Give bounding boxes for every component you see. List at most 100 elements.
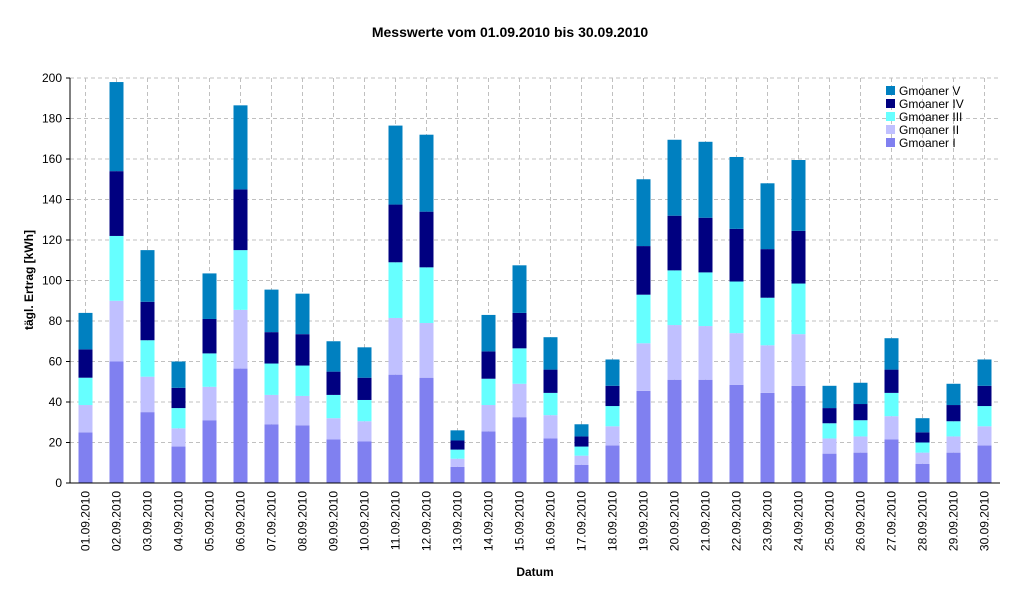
bar-segment [977,406,992,427]
bar-segment [574,436,589,447]
bar-segment [791,283,806,335]
bar-segment [295,395,310,426]
bar-segment [357,421,372,442]
bar-segment [326,371,341,395]
bar-segment [915,463,930,483]
bar-segment [264,394,279,425]
bar-segment [884,369,899,393]
y-tick-label: 120 [42,233,62,247]
bar-segment [977,359,992,386]
bar-segment [388,125,403,205]
bar-segment [822,385,837,409]
bar-segment [109,235,124,301]
bar-segment [109,82,124,172]
bar-segment [388,262,403,318]
bar-segment [326,439,341,483]
bar-segment [853,382,868,405]
plot-area: 0 20 40 60 80 100 120 140 160 180 200 01.09.2010 02.… [42,71,1000,551]
bar-segment [822,423,837,439]
bar-segment [698,326,713,380]
bar-segment [605,359,620,386]
bar-segment [791,385,806,483]
bar-segment [419,323,434,378]
bar-segment [233,368,248,483]
bar-segment [357,399,372,422]
bar-segment [233,105,248,190]
bar-segment [202,318,217,354]
x-tick-label: 28.09.2010 [916,491,930,551]
bar-segment [760,183,775,250]
bar-segment [667,139,682,216]
bar-segment [202,420,217,483]
x-tick-label: 30.09.2010 [978,491,992,551]
x-tick-label: 03.09.2010 [141,491,155,551]
bar-segment [326,394,341,419]
bar-segment [512,265,527,313]
y-tick-label: 160 [42,152,62,166]
bar-segment [822,408,837,424]
bar-segment [171,446,186,483]
bar-segment [605,445,620,483]
bar-segment [760,249,775,298]
bar-segment [388,204,403,263]
bar-segment [202,386,217,421]
bar-segment [78,377,93,406]
bar-segment [233,189,248,251]
bar-segment [853,436,868,453]
bar-segment [295,365,310,396]
y-tick-label: 200 [42,71,62,85]
bar-segment [915,442,930,453]
x-tick-label: 08.09.2010 [296,491,310,551]
bar-segment [977,445,992,483]
bar-segment [543,392,558,416]
bar-segment [574,446,589,456]
bar-segment [884,338,899,370]
x-tick-label: 12.09.2010 [420,491,434,551]
bar-segment [419,267,434,324]
bar-segment [946,383,961,406]
x-tick-label: 23.09.2010 [761,491,775,551]
bar-segment [357,377,372,400]
y-tick-label: 60 [49,355,63,369]
bar-segment [78,312,93,350]
bar-segment [264,332,279,364]
legend-label: Gmoaner III [899,110,962,124]
bar-segment [543,438,558,483]
x-tick-label: 15.09.2010 [513,491,527,551]
bar-segment [326,341,341,372]
bar-segment [822,453,837,483]
x-tick-label: 01.09.2010 [79,491,93,551]
y-tick-label: 0 [55,476,62,490]
bar-segment [233,250,248,310]
x-axis-label: Datum [516,565,553,579]
bar-segment [78,349,93,378]
bar-segment [884,392,899,417]
x-tick-label: 25.09.2010 [823,491,837,551]
x-tick-label: 19.09.2010 [637,491,651,551]
bar-segment [760,392,775,483]
bar-segment [109,361,124,483]
bar-segment [667,325,682,380]
bar-segment [543,337,558,370]
bar-segment [78,405,93,433]
bar-segment [698,272,713,327]
bar-segment [946,452,961,483]
bar-segment [729,228,744,282]
y-tick-label: 40 [49,395,63,409]
bar-segment [264,424,279,483]
x-tick-label: 18.09.2010 [606,491,620,551]
bar-segment [388,317,403,375]
bar-segment [698,141,713,218]
legend-label: Gmoaner I [899,136,956,150]
bar-segment [450,458,465,467]
bar-segment [326,418,341,440]
y-tick-label: 100 [42,274,62,288]
bar-segment [667,270,682,326]
bar-segment [791,160,806,231]
bar-segment [388,374,403,483]
bar-segment [481,431,496,483]
x-tick-label: 13.09.2010 [451,491,465,551]
bar-segment [450,449,465,459]
bar-segment [977,385,992,407]
y-tick-label: 180 [42,112,62,126]
